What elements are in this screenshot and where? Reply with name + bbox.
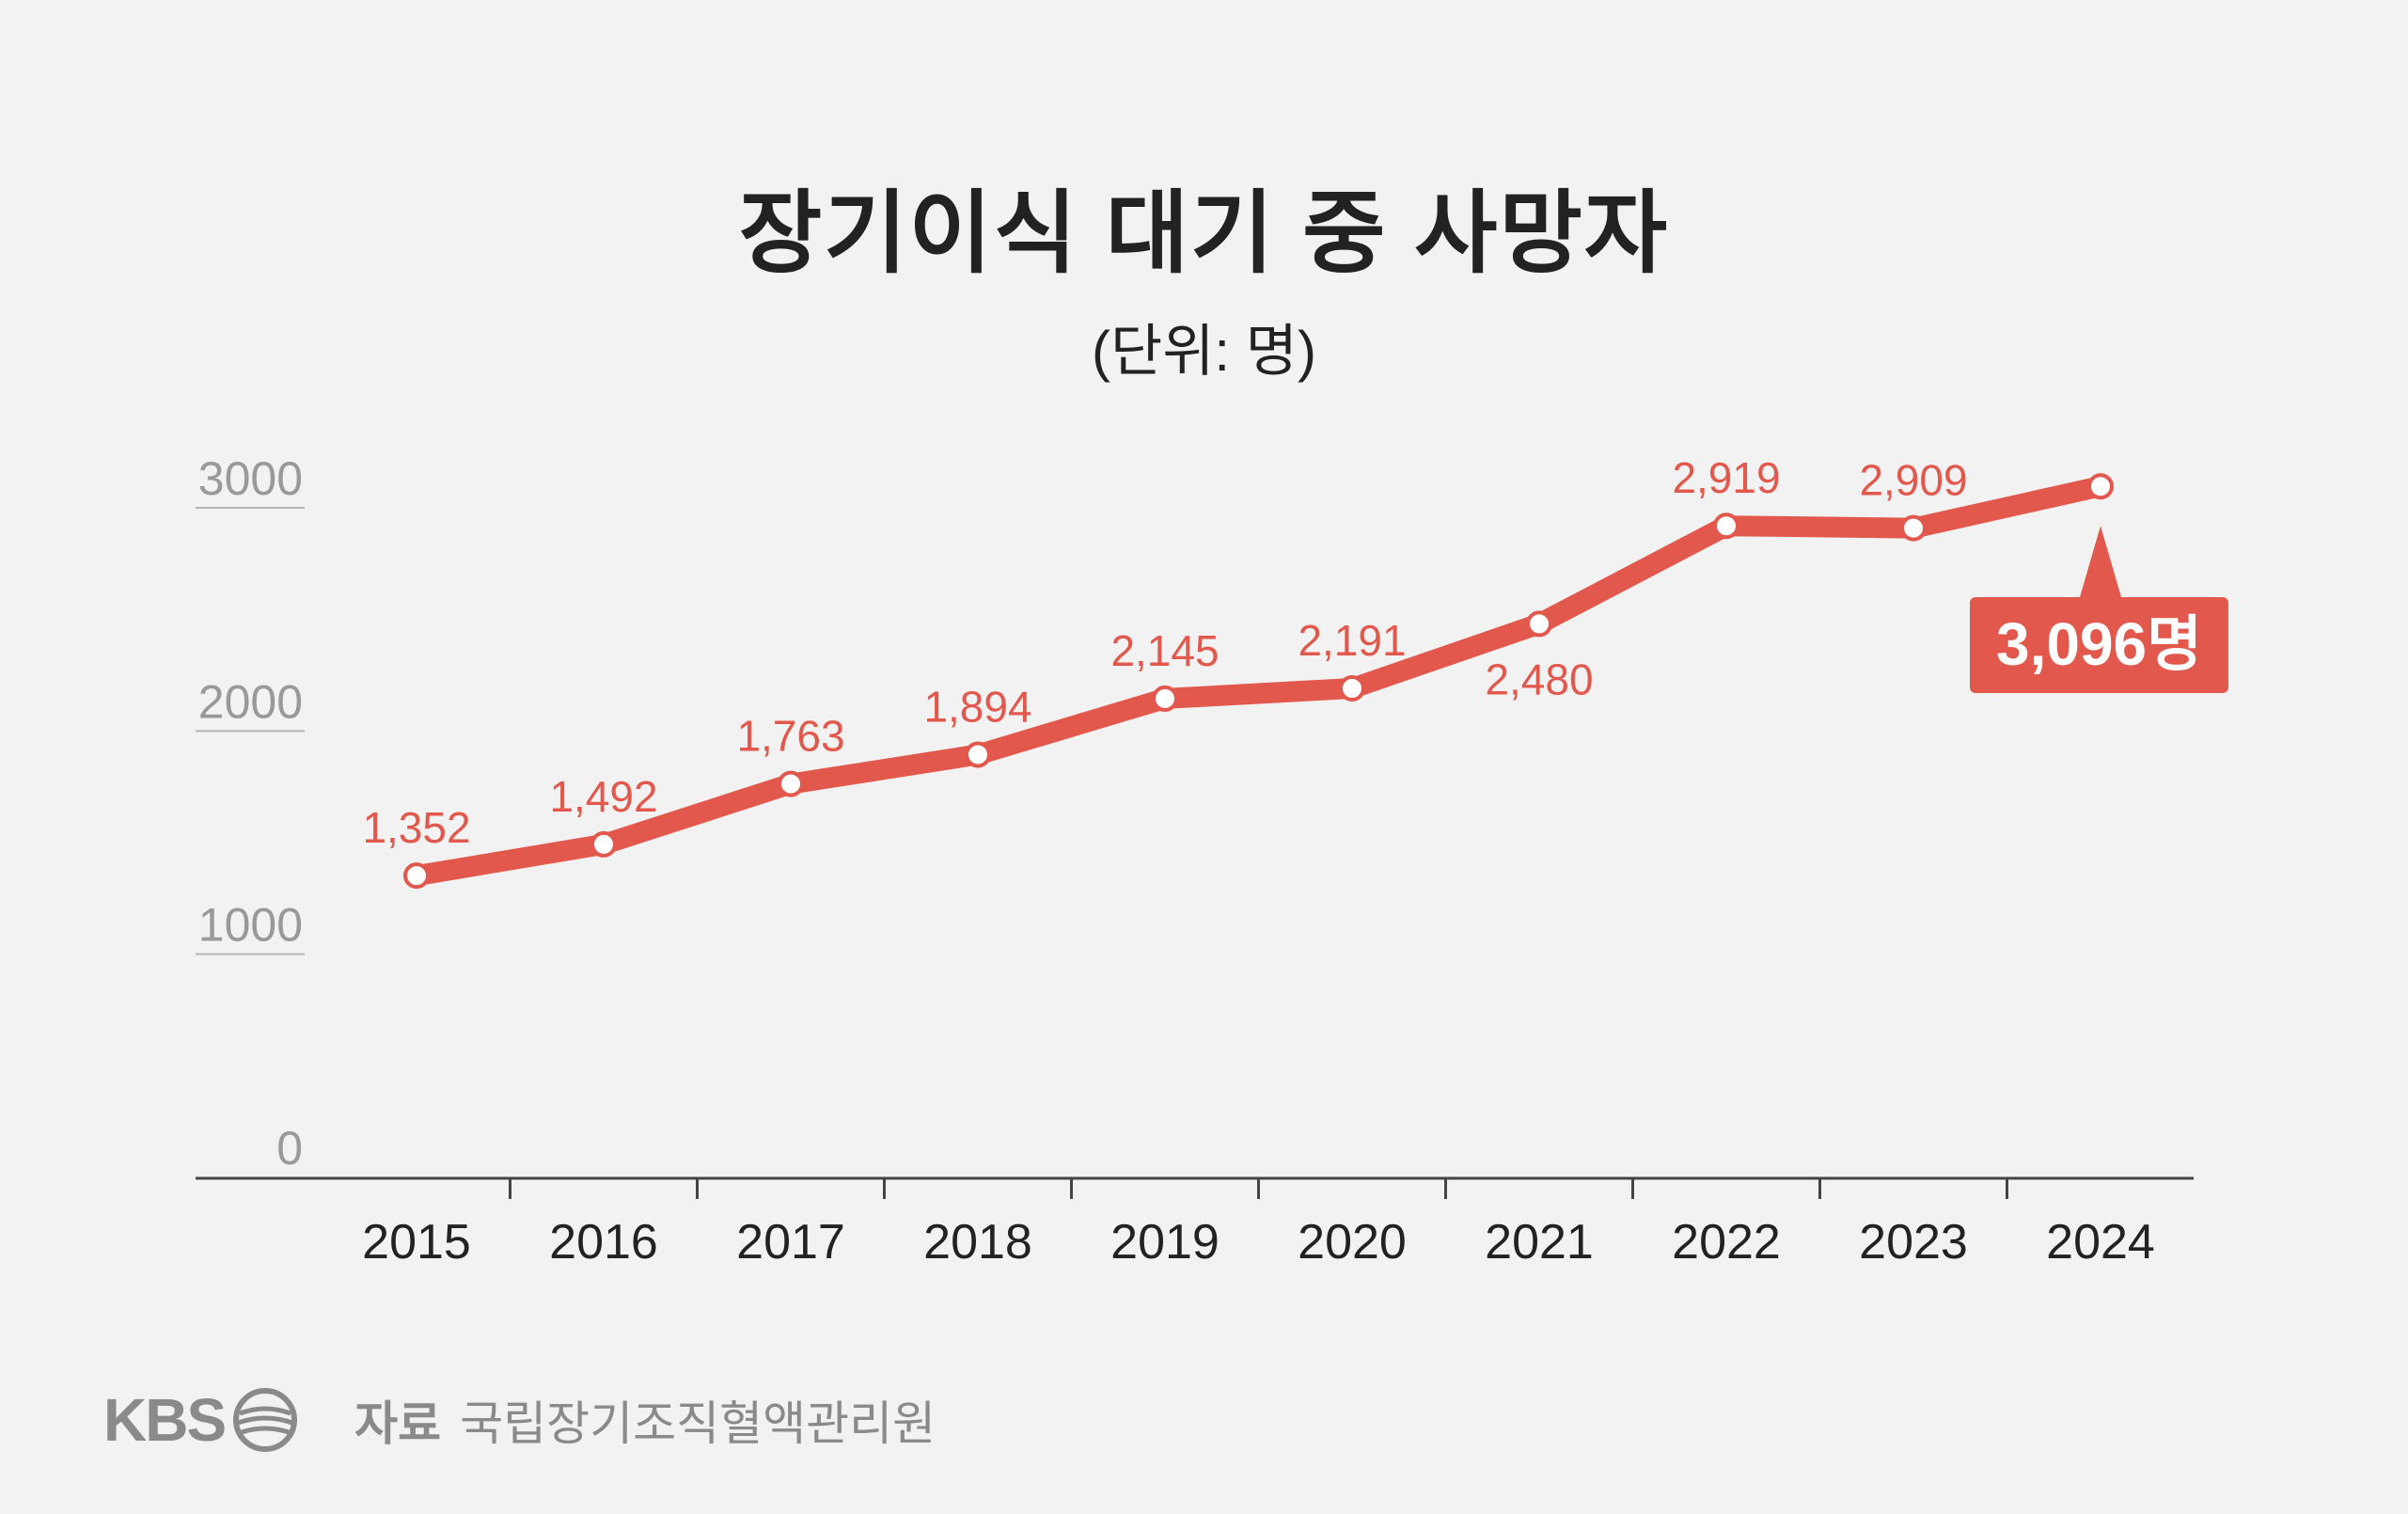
- highlight-callout: 3,096명: [1970, 526, 2228, 693]
- data-label: 1,894: [923, 682, 1031, 731]
- data-label: 2,145: [1110, 626, 1219, 675]
- data-point: [2087, 473, 2114, 500]
- y-axis: 0 1000 2000 3000: [196, 452, 305, 1175]
- x-axis: 2015 2016 2017 2018 2019 2020 2021 2022 2023 2024: [196, 1176, 2194, 1270]
- x-tick-label: 2015: [362, 1215, 471, 1270]
- x-tick-label: 2018: [923, 1215, 1032, 1270]
- kbs-globe-icon: [233, 1388, 298, 1452]
- source-name: 국립장기조직혈액관리원: [460, 1397, 936, 1450]
- x-tick-label: 2021: [1485, 1215, 1594, 1270]
- footer: KBS 자료 국립장기조직혈액관리원: [103, 1382, 936, 1458]
- data-point: [965, 741, 991, 768]
- data-point: [1900, 514, 1927, 542]
- y-tick-label: 2000: [198, 675, 303, 728]
- data-point: [1713, 513, 1739, 540]
- y-tick-label: 1000: [198, 899, 303, 952]
- chart-title: 장기이식 대기 중 사망자: [738, 183, 1670, 284]
- kbs-logo-text: KBS: [103, 1386, 227, 1454]
- source-credit: 자료 국립장기조직혈액관리원: [354, 1386, 936, 1454]
- chart-unit-subtitle: (단위: 명): [1092, 320, 1316, 383]
- data-point: [778, 770, 804, 797]
- data-label: 2,191: [1298, 616, 1406, 665]
- data-label: 2,480: [1485, 654, 1593, 703]
- data-label: 1,352: [362, 803, 470, 852]
- data-point: [1339, 675, 1365, 702]
- x-tick-label: 2023: [1859, 1215, 1968, 1270]
- data-point: [1526, 610, 1552, 638]
- x-tick-label: 2017: [736, 1215, 845, 1270]
- callout-label: 3,096명: [1996, 610, 2202, 678]
- data-point: [590, 830, 617, 858]
- x-tick-label: 2019: [1110, 1215, 1220, 1270]
- x-tick-label: 2020: [1298, 1215, 1407, 1270]
- callout-box: [1970, 597, 2228, 693]
- data-label: 1,492: [549, 772, 657, 821]
- data-label: 1,763: [736, 712, 844, 761]
- y-tick-label: 3000: [198, 452, 303, 505]
- x-tick-label: 2022: [1672, 1215, 1781, 1270]
- data-label: 2,919: [1672, 453, 1780, 502]
- kbs-logo: KBS: [103, 1385, 298, 1455]
- data-labels: 1,352 1,492 1,763 1,894 2,145 2,191 2,480 2,919…: [362, 453, 1967, 852]
- data-label: 2,909: [1859, 456, 1967, 505]
- series-polyline: [406, 476, 2111, 887]
- x-tick-label: 2024: [2046, 1215, 2155, 1270]
- y-tick-label: 0: [276, 1122, 303, 1175]
- data-point: [403, 862, 430, 890]
- x-tick-label: 2016: [549, 1215, 658, 1270]
- data-point: [1152, 685, 1178, 712]
- source-label: 자료: [354, 1397, 442, 1450]
- callout-pointer: [2080, 526, 2121, 597]
- series-line: [403, 473, 2114, 890]
